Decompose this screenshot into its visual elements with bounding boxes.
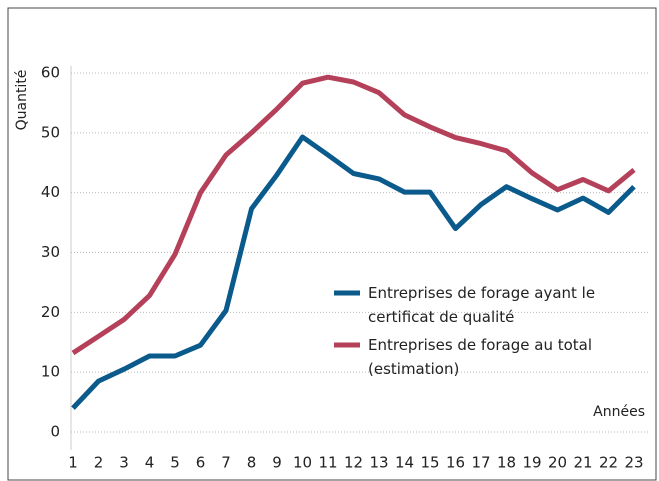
x-tick-label: 20 xyxy=(548,454,567,472)
x-tick-label: 10 xyxy=(293,454,312,472)
x-tick-label: 13 xyxy=(369,454,388,472)
x-tick-label: 15 xyxy=(420,454,439,472)
y-tick-label: 0 xyxy=(50,423,60,441)
y-tick-label: 20 xyxy=(41,303,60,321)
x-tick-label: 19 xyxy=(522,454,541,472)
x-tick-label: 22 xyxy=(599,454,618,472)
legend-entry: Entreprises de forage au total (estimati… xyxy=(368,336,593,378)
x-tick-label: 9 xyxy=(272,454,282,472)
series-line xyxy=(71,74,636,356)
x-tick-label: 12 xyxy=(344,454,363,472)
x-tick-label: 17 xyxy=(471,454,490,472)
x-tick-label: 11 xyxy=(318,454,337,472)
y-tick-label: 60 xyxy=(41,64,60,82)
x-tick-label: 14 xyxy=(395,454,414,472)
series-line xyxy=(71,134,636,410)
x-tick-label: 1 xyxy=(68,454,78,472)
x-tick-label: 16 xyxy=(446,454,465,472)
x-tick-label: 23 xyxy=(624,454,643,472)
x-tick-label: 6 xyxy=(196,454,206,472)
x-axis-label: Années xyxy=(593,404,645,420)
y-tick-label: 40 xyxy=(41,183,60,201)
x-tick-label: 7 xyxy=(221,454,231,472)
x-tick-label: 3 xyxy=(119,454,129,472)
y-axis-label: Quantité xyxy=(14,70,30,131)
y-tick-label: 10 xyxy=(41,363,60,381)
x-tick-label: 18 xyxy=(497,454,516,472)
frame xyxy=(7,7,657,481)
x-tick-label: 2 xyxy=(94,454,104,472)
legend-entry: Entreprises de forage ayant le certifica… xyxy=(368,284,596,326)
x-tick-label: 8 xyxy=(247,454,257,472)
x-tick-label: 21 xyxy=(573,454,592,472)
x-tick-label: 4 xyxy=(145,454,155,472)
y-tick-label: 30 xyxy=(41,243,60,261)
y-tick-label: 50 xyxy=(41,123,60,141)
x-tick-label: 5 xyxy=(170,454,180,472)
